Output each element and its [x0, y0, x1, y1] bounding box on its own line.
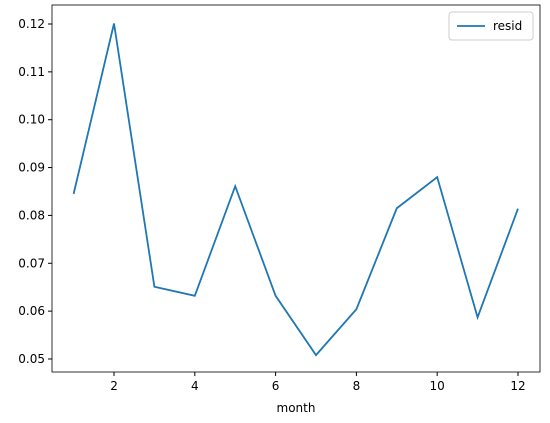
x-tick-label: 6: [272, 379, 280, 393]
x-tick-label: 10: [430, 379, 445, 393]
line-series: [72, 23, 519, 357]
x-tick-label: 8: [353, 379, 361, 393]
y-tick-label: 0.05: [18, 352, 45, 366]
y-tick-label: 0.07: [18, 256, 45, 270]
x-tick-label: 12: [510, 379, 525, 393]
y-tick-label: 0.10: [18, 113, 45, 127]
y-tick-label: 0.11: [18, 65, 45, 79]
plot-frame: [51, 4, 541, 373]
x-tick-label: 4: [191, 379, 199, 393]
y-tick-label: 0.06: [18, 304, 45, 318]
y-tick-label: 0.09: [18, 161, 45, 175]
y-tick-label: 0.12: [18, 17, 45, 31]
legend-label: resid: [493, 19, 522, 33]
x-axis-label: month: [277, 401, 316, 415]
legend-box: [448, 11, 534, 41]
y-tick-label: 0.08: [18, 208, 45, 222]
x-tick-label: 2: [110, 379, 118, 393]
